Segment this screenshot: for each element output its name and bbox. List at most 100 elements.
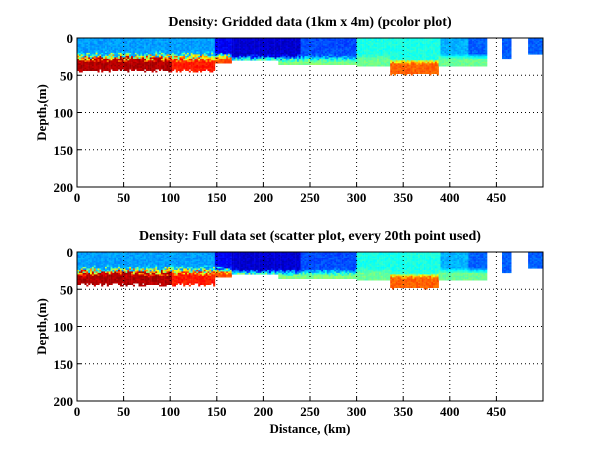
density-cell <box>167 50 169 52</box>
density-cell <box>116 62 118 64</box>
density-cell <box>474 56 476 58</box>
density-cell <box>345 44 347 46</box>
density-cell <box>385 50 387 52</box>
density-cell <box>230 50 232 52</box>
density-cell <box>344 54 346 56</box>
density-cell <box>385 56 387 58</box>
density-cell <box>463 50 465 52</box>
density-cell <box>235 47 237 49</box>
density-cell <box>144 57 146 59</box>
density-cell <box>426 72 428 74</box>
density-cell <box>241 53 243 55</box>
density-cell <box>373 47 375 49</box>
density-cell <box>532 44 534 46</box>
density-cell <box>345 63 347 65</box>
density-cell <box>437 41 439 43</box>
density-cell <box>124 68 126 70</box>
density-cell <box>319 53 321 55</box>
density-cell <box>107 264 109 266</box>
density-cell <box>92 47 94 49</box>
density-cell <box>109 280 111 282</box>
density-cell <box>422 47 424 49</box>
density-cell <box>427 66 429 68</box>
density-cell <box>416 53 418 55</box>
density-cell <box>88 268 90 270</box>
density-cell <box>275 53 277 55</box>
density-cell <box>181 60 183 62</box>
density-cell <box>424 54 426 56</box>
density-cell <box>142 57 144 59</box>
density-cell <box>375 62 377 64</box>
density-cell <box>262 59 264 61</box>
density-cell <box>433 44 435 46</box>
density-cell <box>301 48 303 50</box>
density-cell <box>86 265 88 267</box>
density-cell <box>208 66 210 68</box>
density-cell <box>407 63 409 65</box>
density-cell <box>90 254 92 256</box>
density-cell <box>116 66 118 68</box>
density-cell <box>96 264 98 266</box>
density-cell <box>88 283 90 285</box>
density-cell <box>331 53 333 55</box>
density-cell <box>105 41 107 43</box>
density-cell <box>126 68 128 70</box>
density-cell <box>396 50 398 52</box>
density-cell <box>178 66 180 68</box>
density-cell <box>96 63 98 65</box>
density-cell <box>83 63 85 65</box>
density-cell <box>191 48 193 50</box>
density-cell <box>288 56 290 58</box>
density-cell <box>226 54 228 56</box>
density-cell <box>398 44 400 46</box>
density-cell <box>213 54 215 56</box>
density-cell <box>427 43 429 45</box>
density-cell <box>291 53 293 55</box>
density-cell <box>165 56 167 58</box>
density-cell <box>103 54 105 56</box>
density-cell <box>146 63 148 65</box>
density-cell <box>161 41 163 43</box>
density-cell <box>94 44 96 46</box>
density-cell <box>327 47 329 49</box>
density-cell <box>116 63 118 65</box>
density-cell <box>536 53 538 55</box>
density-cell <box>310 51 312 53</box>
density-cell <box>148 69 150 71</box>
density-cell <box>429 54 431 56</box>
density-cell <box>347 40 349 42</box>
density-cell <box>459 51 461 53</box>
density-cell <box>79 262 81 264</box>
density-cell <box>174 50 176 52</box>
density-cell <box>422 71 424 73</box>
density-cell <box>187 44 189 46</box>
density-cell <box>224 48 226 50</box>
density-cell <box>502 54 504 56</box>
density-cell <box>465 65 467 67</box>
density-cell <box>483 56 485 58</box>
density-cell <box>101 254 103 256</box>
density-cell <box>351 40 353 42</box>
density-cell <box>191 62 193 64</box>
density-cell <box>467 40 469 42</box>
density-cell <box>403 47 405 49</box>
density-cell <box>329 53 331 55</box>
density-cell <box>437 72 439 74</box>
density-cell <box>424 48 426 50</box>
density-cell <box>485 51 487 53</box>
density-cell <box>103 60 105 62</box>
density-cell <box>81 267 83 269</box>
density-cell <box>509 56 511 58</box>
density-cell <box>83 279 85 281</box>
density-cell <box>396 48 398 50</box>
density-cell <box>221 44 223 46</box>
density-cell <box>400 40 402 42</box>
density-cell <box>409 57 411 59</box>
density-cell <box>370 50 372 52</box>
density-cell <box>126 47 128 49</box>
density-cell <box>94 48 96 50</box>
density-cell <box>304 57 306 59</box>
density-cell <box>185 51 187 53</box>
density-cell <box>105 66 107 68</box>
density-cell <box>198 60 200 62</box>
